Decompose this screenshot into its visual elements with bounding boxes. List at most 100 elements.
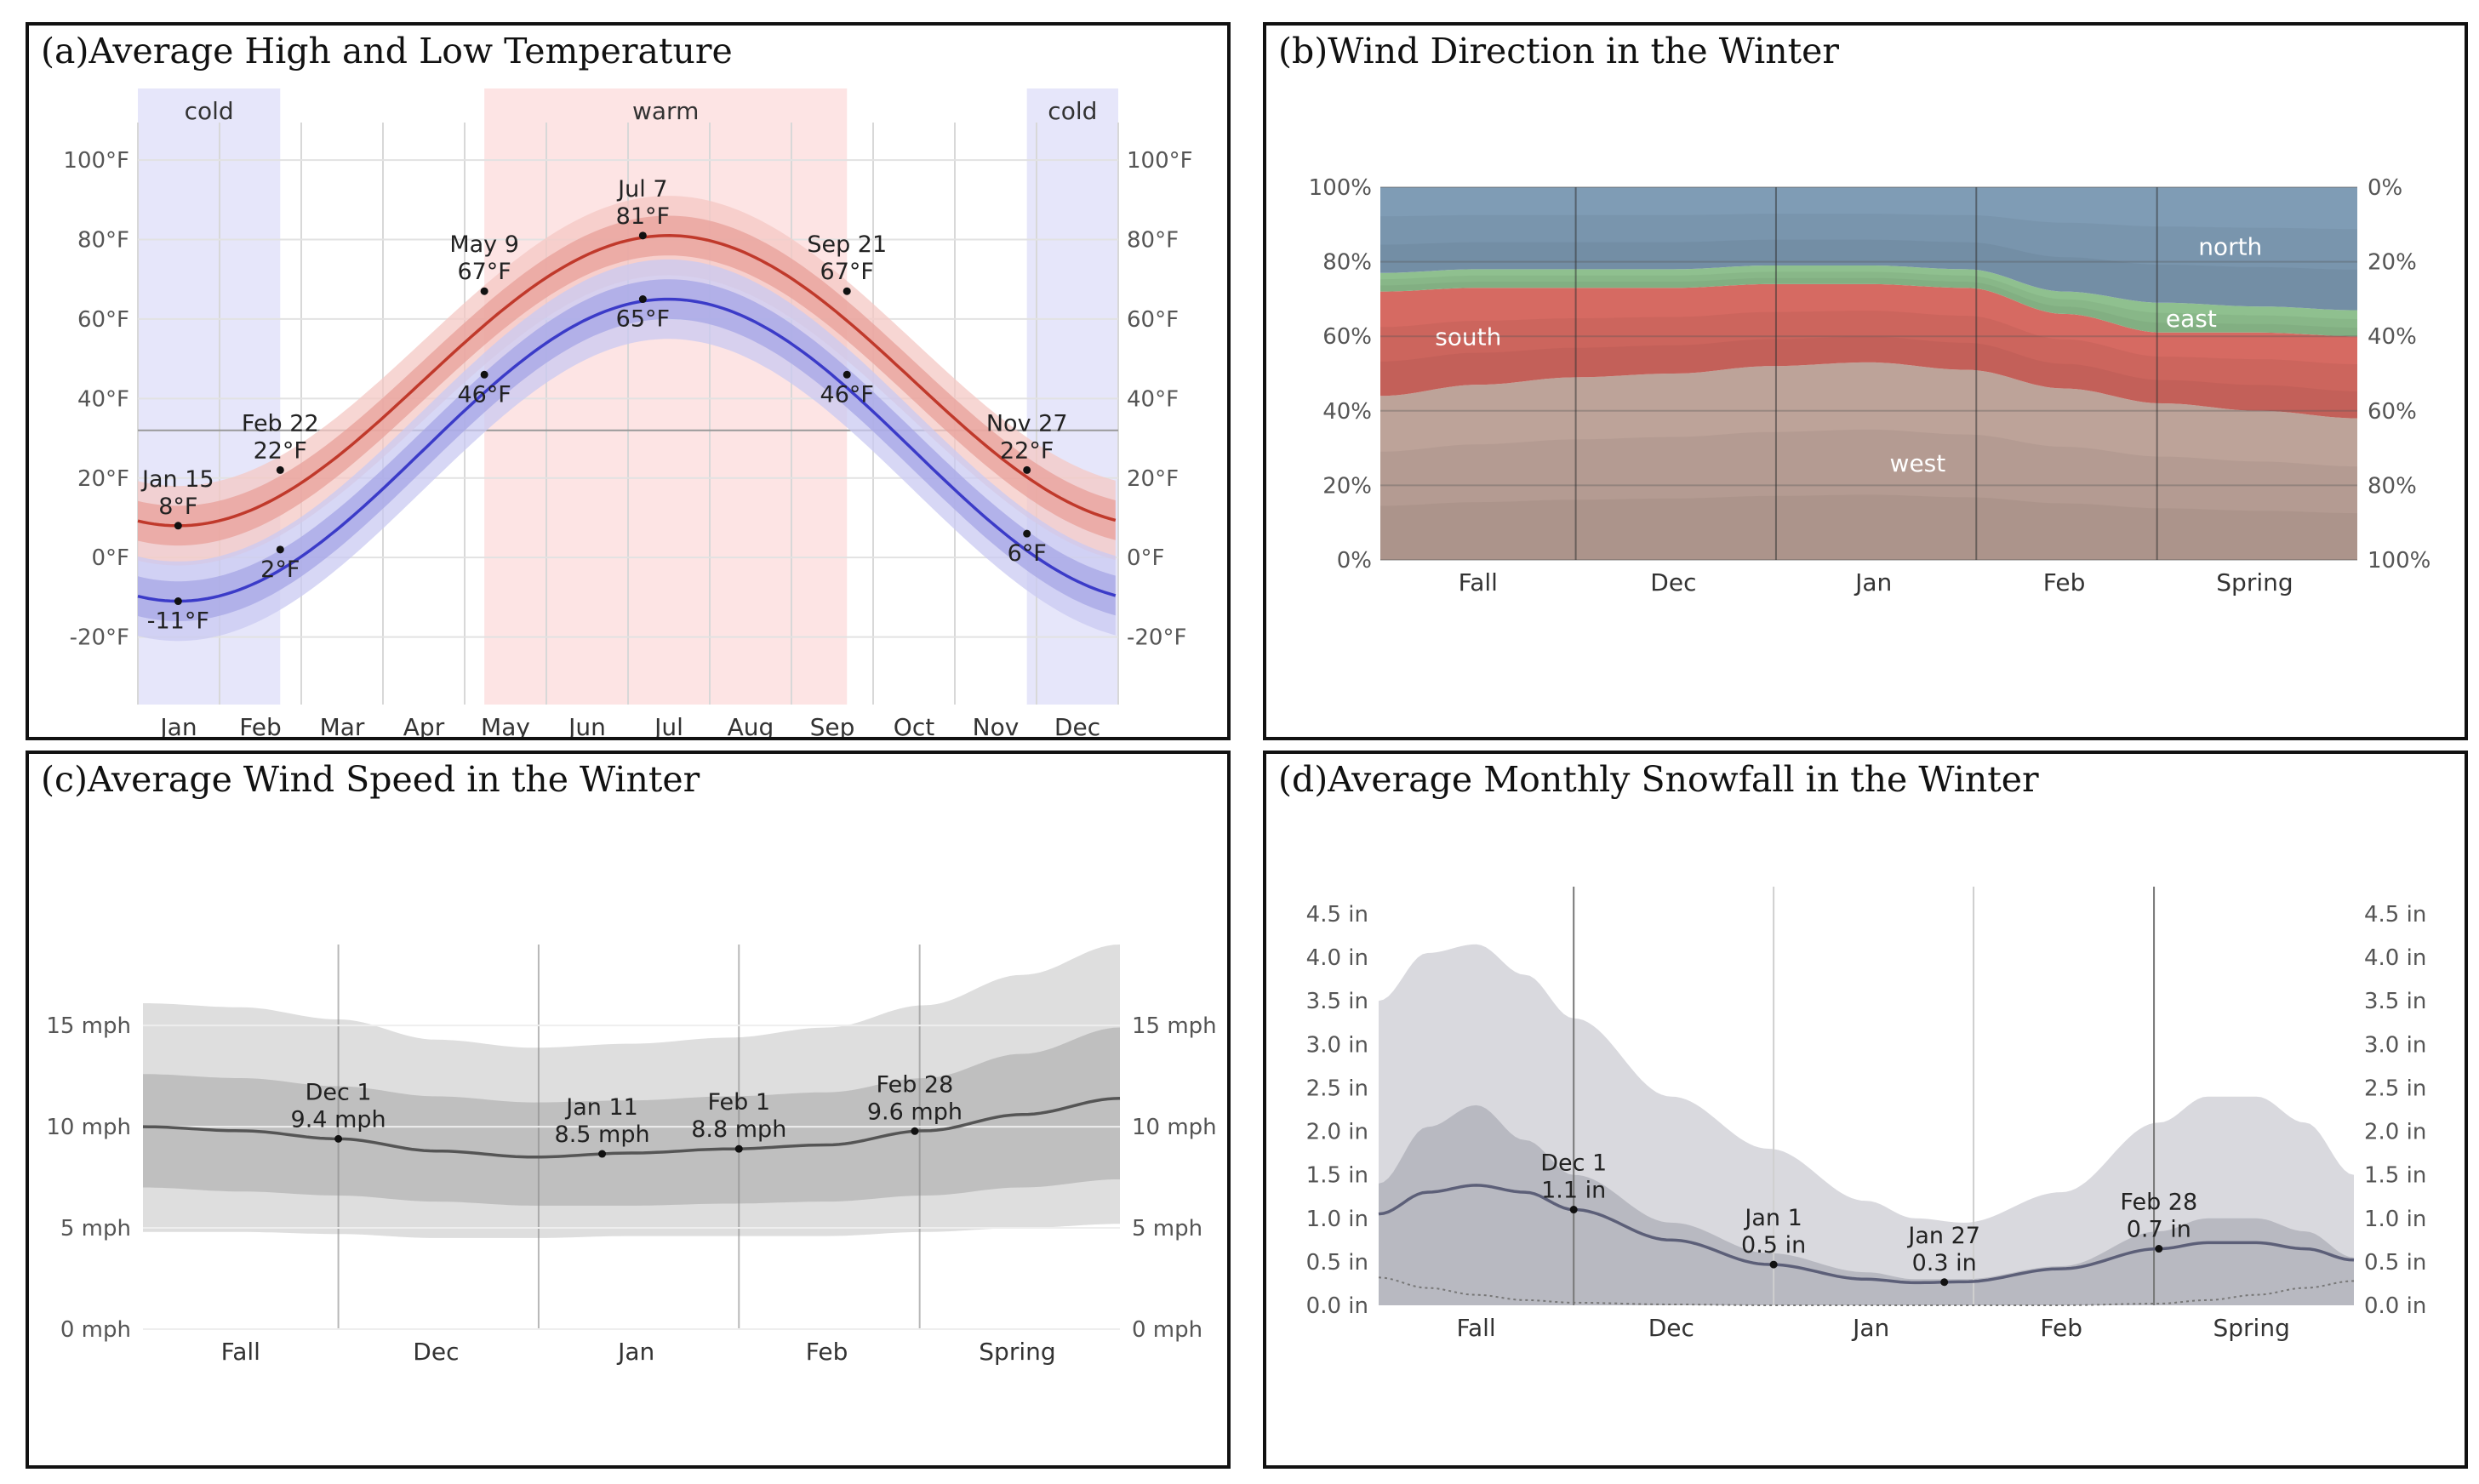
- month-label: Apr: [403, 713, 445, 737]
- y-tick-label-right: 0 mph: [1132, 1317, 1202, 1343]
- series-label-south: south: [1435, 322, 1501, 351]
- band-inner: [1379, 1104, 2354, 1305]
- x-tick-label: Jan: [1854, 568, 1892, 596]
- y-tick-label-right: 0%: [2368, 175, 2402, 201]
- y-tick-label-right: 20%: [2368, 250, 2417, 276]
- annotation-value: 8.5 mph: [555, 1122, 650, 1148]
- annotation-date: May 9: [449, 231, 519, 258]
- y-tick-label-right: 2.0 in: [2364, 1120, 2426, 1145]
- season-label: warm: [632, 97, 699, 125]
- y-tick-label-right: 3.5 in: [2364, 989, 2426, 1014]
- annotation-point: [734, 1144, 743, 1153]
- series-line-mean: [142, 1097, 1121, 1159]
- area-shade-east: [1380, 277, 2357, 337]
- area-north: [1380, 187, 2357, 311]
- y-tick-label-right: 0.5 in: [2364, 1250, 2426, 1276]
- annotation-value: 1.1 in: [1541, 1178, 1606, 1204]
- y-tick-label-left: 5 mph: [60, 1216, 131, 1241]
- x-tick-label: Fall: [221, 1338, 260, 1366]
- annotation-value: 46°F: [457, 381, 511, 408]
- annotation-value: 0.3 in: [1912, 1250, 1977, 1276]
- annotation-value: 46°F: [820, 381, 874, 408]
- y-tick-label-right: 1.0 in: [2364, 1207, 2426, 1232]
- panel-title: (b)Wind Direction in the Winter: [1278, 31, 1839, 71]
- y-tick-label-left: 40%: [1322, 399, 1372, 425]
- x-tick-label: Dec: [1650, 568, 1696, 596]
- y-tick-label-right: 3.0 in: [2364, 1032, 2426, 1058]
- y-tick-label-right: 4.0 in: [2364, 945, 2426, 971]
- y-tick-label-right: 60°F: [1127, 307, 1179, 333]
- series-line-p10: [1378, 1276, 2355, 1306]
- y-tick-label-left: 3.0 in: [1306, 1032, 1368, 1058]
- wind-direction-chart: west south east north 0% 100% 20% 80% 40% 60% 60% 4…: [1309, 175, 2431, 596]
- y-tick-label-right: 40%: [2368, 324, 2417, 350]
- y-tick-label-left: -20°F: [70, 625, 129, 651]
- annotation-date: Sep 21: [807, 231, 887, 258]
- y-tick-label-right: 40°F: [1127, 386, 1179, 412]
- y-tick-label-right: 100°F: [1127, 148, 1193, 174]
- y-tick-label-left: 4.5 in: [1306, 902, 1368, 928]
- annotation-date: Jan 11: [564, 1094, 638, 1121]
- area-shade-east: [1380, 271, 2357, 337]
- month-label: Jun: [567, 713, 606, 737]
- panel-snowfall: (d)Average Monthly Snowfall in the Winte…: [1263, 751, 2468, 1469]
- x-tick-label: Fall: [1459, 568, 1498, 596]
- area-south: [1380, 283, 2357, 419]
- annotation-date: Feb 1: [707, 1089, 770, 1116]
- annotation-date: Jan 27: [1906, 1223, 1980, 1249]
- annotation-date: Feb 28: [877, 1071, 954, 1098]
- band-inner-low: [138, 279, 1116, 621]
- annotation-value: 8.8 mph: [691, 1116, 786, 1143]
- y-tick-label-left: 0.0 in: [1306, 1293, 1368, 1319]
- annotation-point: [174, 522, 182, 530]
- area-shade-west: [1380, 494, 2357, 560]
- snowfall-chart: 0.0 in 0.0 in 0.5 in 0.5 in 1.0 in 1.0 in 1.5 …: [1306, 887, 2426, 1342]
- annotation-date: Feb 28: [2120, 1190, 2197, 1216]
- area-shade-north: [1380, 214, 2357, 311]
- y-tick-label-right: 2.5 in: [2364, 1076, 2426, 1101]
- x-tick-label: Jan: [616, 1338, 654, 1366]
- season-label: cold: [185, 97, 234, 125]
- panel-title: (a)Average High and Low Temperature: [41, 31, 733, 71]
- annotation-point: [276, 465, 284, 474]
- month-label: Sep: [810, 713, 855, 737]
- month-label: Oct: [894, 713, 934, 737]
- annotation-point: [480, 287, 488, 295]
- area-shade-north: [1380, 239, 2357, 311]
- annotation-value: 8°F: [158, 494, 197, 520]
- month-label: Feb: [239, 713, 282, 737]
- annotation-date: Jan 15: [140, 466, 214, 493]
- annotation-value: 0.5 in: [1741, 1232, 1806, 1259]
- y-tick-label-left: 4.0 in: [1306, 945, 1368, 971]
- area-shade-south: [1380, 336, 2357, 419]
- annotation-value: 22°F: [1000, 437, 1054, 464]
- annotation-point: [911, 1127, 919, 1135]
- series-label-east: east: [2166, 305, 2217, 333]
- x-tick-label: Jan: [1851, 1314, 1889, 1342]
- annotation-date: Jan 1: [1743, 1205, 1802, 1231]
- series-label-west: west: [1890, 449, 1946, 477]
- y-tick-label-right: -20°F: [1127, 625, 1186, 651]
- y-tick-label-right: 20°F: [1127, 466, 1179, 492]
- y-tick-label-left: 1.0 in: [1306, 1207, 1368, 1232]
- series-line-mean: [1378, 1184, 2355, 1285]
- annotation-point: [843, 370, 851, 379]
- area-shade-west: [1380, 429, 2357, 560]
- annotation-value: 2°F: [260, 556, 300, 583]
- y-tick-label-left: 1.5 in: [1306, 1163, 1368, 1189]
- panel-wind-direction: (b)Wind Direction in the Winter west sout…: [1263, 22, 2468, 740]
- y-tick-label-left: 2.5 in: [1306, 1076, 1368, 1101]
- annotation-point: [276, 545, 284, 554]
- annotation-date: Dec 1: [306, 1079, 372, 1105]
- y-tick-label-right: 5 mph: [1132, 1216, 1202, 1241]
- annotation-point: [598, 1150, 607, 1158]
- annotation-point: [1769, 1260, 1778, 1269]
- y-tick-label-right: 80%: [2368, 473, 2417, 499]
- y-tick-label-left: 60°F: [77, 307, 129, 333]
- y-tick-label-left: 15 mph: [46, 1013, 131, 1039]
- x-tick-label: Fall: [1456, 1314, 1495, 1342]
- y-tick-label-left: 20°F: [77, 466, 129, 492]
- annotation-value: 67°F: [457, 259, 511, 285]
- annotation-point: [334, 1134, 343, 1143]
- annotation-value: 6°F: [1008, 540, 1047, 567]
